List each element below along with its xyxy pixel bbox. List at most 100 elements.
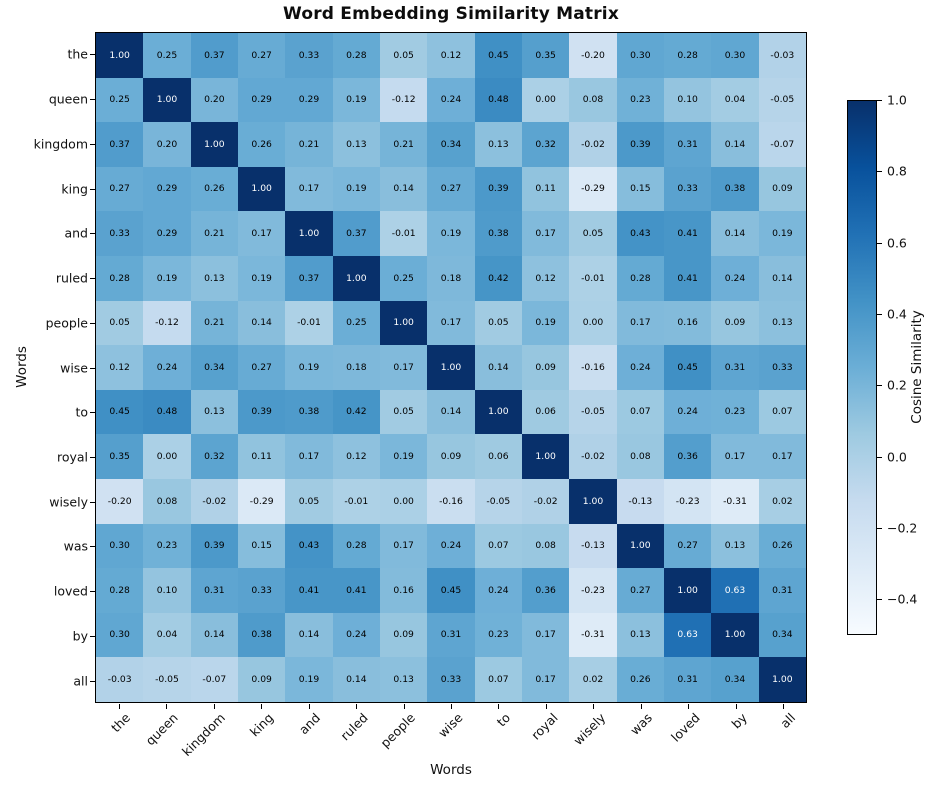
heatmap-cell: 0.31 — [663, 657, 712, 702]
heatmap-cell: 0.35 — [96, 434, 144, 479]
heatmap-cell: -0.02 — [569, 122, 617, 167]
heatmap-cell: 0.34 — [427, 122, 475, 167]
heatmap-cell: -0.29 — [569, 166, 617, 212]
y-tick-mark — [90, 322, 95, 324]
heatmap-cell: 0.17 — [521, 657, 570, 702]
heatmap-cell: 0.39 — [190, 523, 238, 569]
heatmap-cell: 0.05 — [96, 300, 144, 346]
y-tick-mark — [90, 188, 95, 190]
heatmap-cell: 0.33 — [663, 166, 712, 212]
x-tick-label: queen — [142, 710, 181, 749]
heatmap-cell: 0.42 — [474, 255, 522, 301]
x-tick-mark — [451, 704, 452, 709]
y-tick-mark — [90, 591, 95, 593]
heatmap-cell: 0.19 — [521, 300, 570, 346]
heatmap-cell: 0.27 — [663, 523, 712, 569]
heatmap-cell: 0.13 — [474, 122, 522, 167]
heatmap-cell: -0.02 — [521, 478, 570, 524]
heatmap-cell: 0.24 — [427, 77, 475, 123]
colorbar-tick-mark — [877, 242, 882, 244]
x-tick-mark — [356, 704, 358, 709]
heatmap-cell: -0.03 — [96, 657, 144, 702]
heatmap-cell: 0.12 — [332, 434, 380, 479]
heatmap-cell: -0.02 — [569, 434, 617, 479]
heatmap-cell: 0.37 — [96, 122, 144, 167]
heatmap-cell: 0.13 — [758, 300, 806, 346]
colorbar-tick-mark — [877, 385, 882, 387]
heatmap-cell: 0.30 — [711, 33, 759, 78]
heatmap-cell: 0.25 — [143, 33, 191, 78]
heatmap-cell: 0.05 — [379, 33, 428, 78]
y-tick-label: queen — [48, 91, 88, 107]
y-tick-label: by — [72, 628, 88, 644]
heatmap-cell: 0.45 — [427, 568, 475, 613]
heatmap-cell: 0.17 — [758, 434, 806, 479]
heatmap-cell: 0.17 — [285, 166, 333, 212]
heatmap-cell: 0.35 — [521, 33, 570, 78]
x-tick-mark — [118, 704, 120, 709]
heatmap-cell: 0.29 — [285, 77, 333, 123]
heatmap-cell: 0.08 — [521, 523, 570, 569]
y-tick-label: ruled — [55, 270, 88, 286]
heatmap-cell: 0.17 — [521, 612, 570, 658]
x-tick-mark — [545, 704, 547, 709]
heatmap-cell: 0.19 — [758, 211, 806, 256]
heatmap-cell: 0.05 — [379, 389, 428, 435]
heatmap-cell: 0.05 — [569, 211, 617, 256]
heatmap-cell: 0.00 — [569, 300, 617, 346]
colorbar-tick-mark — [877, 314, 882, 315]
x-tick-label: was — [627, 710, 656, 738]
heatmap-cell: 0.26 — [237, 122, 286, 167]
heatmap-cell: -0.01 — [285, 300, 333, 346]
heatmap-cell: -0.05 — [569, 389, 617, 435]
heatmap-cell: 0.31 — [190, 568, 238, 613]
heatmap-cell: 0.09 — [521, 345, 570, 390]
heatmap-cell: 0.14 — [332, 657, 380, 702]
heatmap-cell: 1.00 — [758, 657, 806, 702]
heatmap-cell: 0.45 — [663, 345, 712, 390]
colorbar-tick-label: 0.0 — [887, 449, 907, 465]
heatmap-cell: 0.28 — [616, 255, 664, 301]
heatmap-cell: 0.23 — [143, 523, 191, 569]
x-tick-label: all — [776, 710, 798, 731]
heatmap-cell: 0.28 — [663, 33, 712, 78]
heatmap-cell: 0.37 — [285, 255, 333, 301]
heatmap-cell: 1.00 — [143, 77, 191, 123]
heatmap-cell: -0.12 — [143, 300, 191, 346]
heatmap-cell: 0.06 — [474, 434, 522, 479]
heatmap-cell: -0.03 — [758, 33, 806, 78]
heatmap-cell: 0.21 — [379, 122, 428, 167]
heatmap-cell: 0.07 — [758, 389, 806, 435]
heatmap-cell: 0.14 — [285, 612, 333, 658]
heatmap-cell: 0.41 — [332, 568, 380, 613]
heatmap-cell: 0.28 — [332, 33, 380, 78]
x-axis-label: Words — [430, 762, 472, 778]
y-tick-label: the — [67, 46, 88, 62]
heatmap-cell: 0.07 — [616, 389, 664, 435]
heatmap-cell: 0.05 — [285, 478, 333, 524]
heatmap-cell: 0.39 — [616, 122, 664, 167]
heatmap-cell: -0.16 — [427, 478, 475, 524]
y-tick-label: to — [75, 404, 88, 420]
heatmap-cell: 1.00 — [427, 345, 475, 390]
heatmap-cell: 1.00 — [663, 568, 712, 613]
heatmap-cell: -0.16 — [569, 345, 617, 390]
heatmap-cell: 0.39 — [237, 389, 286, 435]
x-tick-label: wisely — [569, 710, 609, 749]
heatmap-cell: 0.34 — [758, 612, 806, 658]
heatmap-cell: 0.38 — [237, 612, 286, 658]
x-tick-label: to — [493, 710, 514, 730]
heatmap-cell: 0.07 — [474, 657, 522, 702]
heatmap-cell: 0.24 — [474, 568, 522, 613]
heatmap-cell: -0.05 — [758, 77, 806, 123]
colorbar-tick-label: 0.4 — [887, 306, 907, 322]
heatmap-cell: 0.24 — [427, 523, 475, 569]
heatmap-cell: 1.00 — [521, 434, 570, 479]
y-tick-mark — [90, 635, 95, 637]
heatmap-cell: 0.18 — [332, 345, 380, 390]
heatmap-cell: 0.12 — [427, 33, 475, 78]
heatmap-cell: 0.09 — [758, 166, 806, 212]
heatmap-cell: 0.23 — [616, 77, 664, 123]
heatmap-cell: -0.01 — [379, 211, 428, 256]
heatmap-cell: 1.00 — [616, 523, 664, 569]
